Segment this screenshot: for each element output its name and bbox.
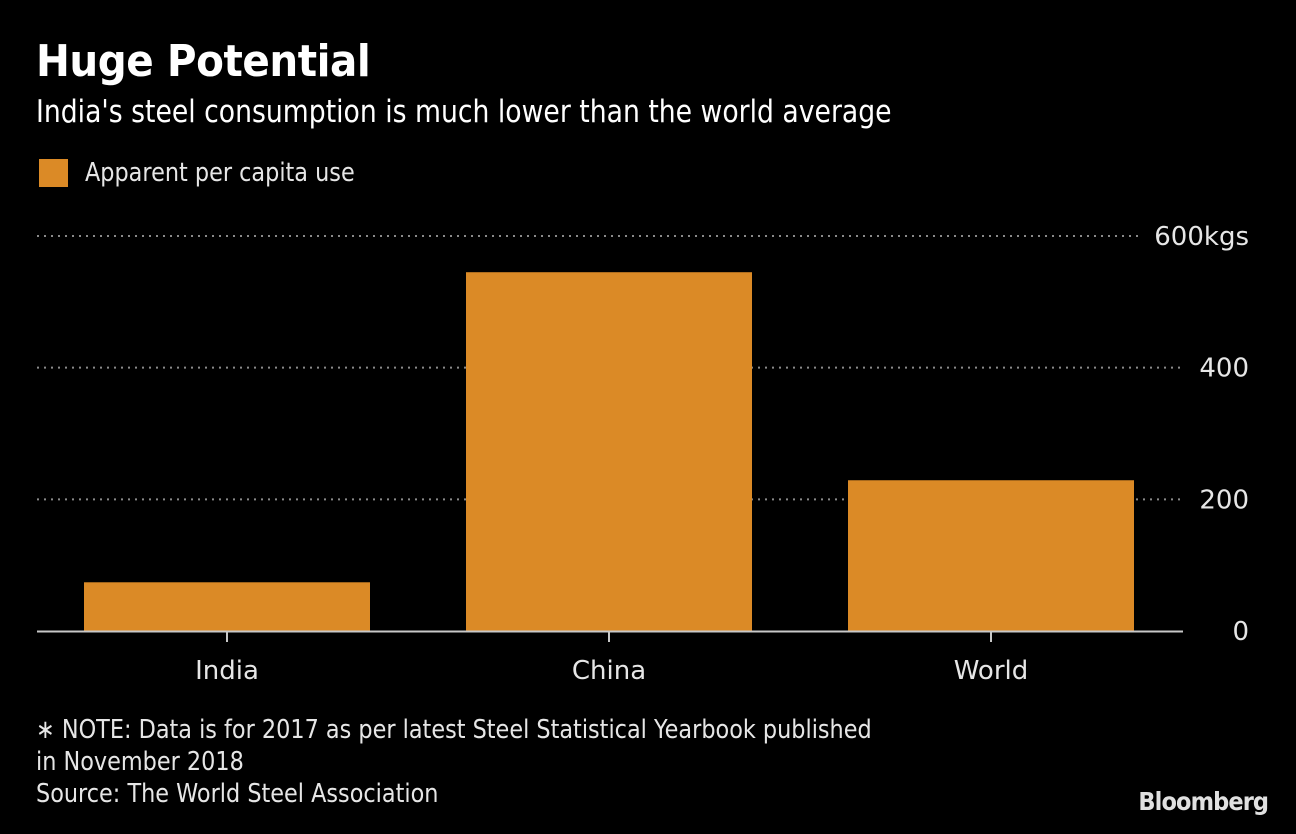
- note-line-2: in November 2018: [36, 747, 244, 777]
- legend-swatch: [39, 159, 68, 187]
- y-tick-label: 200: [1199, 485, 1249, 515]
- bloomberg-logo: Bloomberg: [1138, 787, 1269, 816]
- y-axis-labels: 0 200 400 600kgs: [1154, 222, 1249, 647]
- bar-world: [848, 480, 1134, 631]
- bars: [84, 272, 1134, 631]
- bar-india: [84, 582, 370, 631]
- x-axis-labels: India China World: [195, 656, 1028, 686]
- legend-label: Apparent per capita use: [85, 158, 355, 188]
- x-tick-label: China: [572, 656, 646, 686]
- source-text: Source: The World Steel Association: [36, 779, 439, 809]
- bar-china: [466, 272, 752, 631]
- x-tick-label: India: [195, 656, 259, 686]
- x-tick-label: World: [954, 656, 1029, 686]
- footnote: ∗ NOTE: Data is for 2017 as per latest S…: [36, 714, 872, 810]
- y-tick-label: 400: [1199, 354, 1249, 384]
- y-tick-label: 0: [1232, 617, 1249, 647]
- chart-title: Huge Potential: [36, 36, 371, 87]
- chart-subtitle: India's steel consumption is much lower …: [36, 94, 892, 130]
- y-tick-label: 600kgs: [1154, 222, 1249, 252]
- legend: Apparent per capita use: [39, 158, 399, 188]
- note-line-1: ∗ NOTE: Data is for 2017 as per latest S…: [36, 715, 872, 745]
- x-axis: [37, 630, 1183, 642]
- gridlines: [37, 235, 1183, 501]
